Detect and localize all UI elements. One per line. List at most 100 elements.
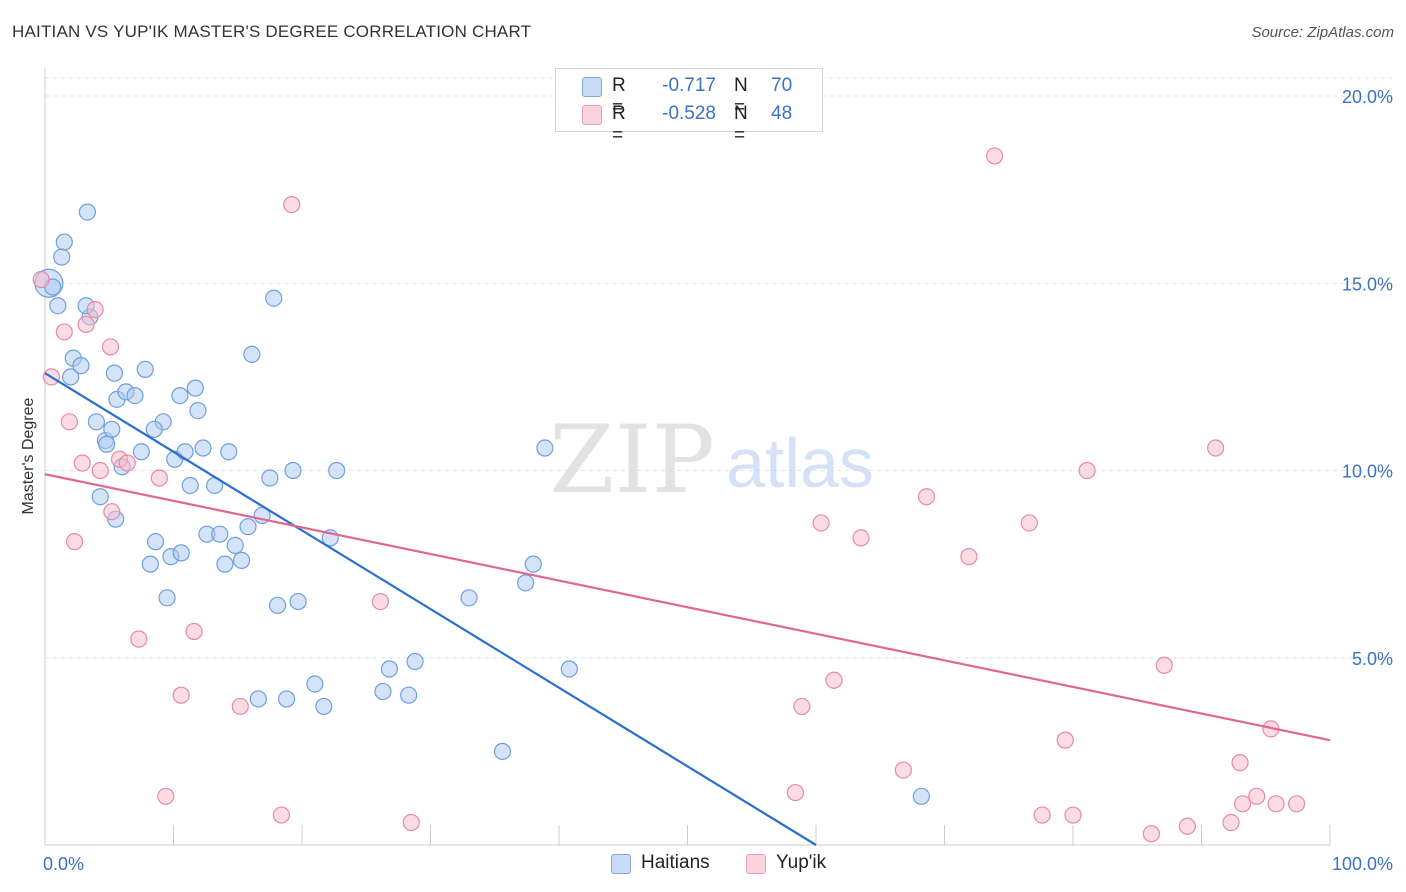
- haitians-point: [141, 555, 159, 573]
- yupik-point: [1231, 754, 1249, 772]
- yupik-point: [1234, 795, 1252, 813]
- y-tick-label: 10.0%: [1342, 462, 1393, 482]
- yupik-point: [1267, 795, 1285, 813]
- haitians-point: [186, 379, 204, 397]
- haitians-point: [98, 435, 116, 453]
- haitians-point: [91, 488, 109, 506]
- haitians-point: [220, 443, 238, 461]
- haitians-point: [268, 596, 287, 614]
- haitians-point: [315, 697, 333, 716]
- watermark-atlas: atlas: [726, 424, 874, 502]
- haitians-point: [912, 787, 930, 805]
- haitians-point: [374, 682, 392, 701]
- y-tick-label: 20.0%: [1342, 87, 1393, 107]
- haitians-point: [211, 525, 229, 543]
- haitians-point: [49, 297, 67, 315]
- trend-lines: [44, 372, 1331, 846]
- yupik-point: [77, 315, 95, 334]
- n-value: 48: [771, 103, 793, 124]
- yupik-point: [60, 413, 79, 431]
- yupik-point: [1178, 817, 1196, 835]
- yupik-point: [786, 783, 805, 802]
- yupik-point: [960, 548, 978, 566]
- yupik-point: [185, 622, 203, 641]
- watermark-zip: ZIP: [549, 406, 715, 515]
- y-tick-label: 15.0%: [1342, 274, 1393, 294]
- yupik-point: [1020, 514, 1038, 532]
- haitians-point: [406, 652, 424, 671]
- source-credit: Source: ZipAtlas.com: [1251, 24, 1394, 41]
- n-label: N =: [734, 75, 748, 118]
- yupik-point: [1078, 461, 1096, 480]
- haitians-point: [78, 203, 97, 221]
- haitians-point: [146, 533, 165, 551]
- haitians-point: [265, 289, 283, 307]
- yupik-point: [103, 503, 121, 521]
- yupik-point: [1207, 439, 1225, 457]
- haitians-point: [249, 690, 267, 708]
- haitians-point: [55, 233, 73, 251]
- haitians-point: [189, 401, 207, 420]
- x-tick-label: 100.0%: [1332, 854, 1393, 874]
- yupik-point: [118, 454, 136, 472]
- haitians-point: [284, 461, 302, 480]
- r-label: R =: [612, 75, 626, 118]
- haitians-point: [560, 660, 578, 678]
- yupik-point: [55, 323, 73, 341]
- haitians-point: [145, 420, 163, 438]
- haitians-point: [216, 555, 234, 573]
- haitians-point: [516, 574, 535, 592]
- yupik-point: [986, 147, 1004, 165]
- haitians-point: [194, 439, 212, 457]
- haitians-point: [400, 686, 418, 704]
- haitians-point: [226, 536, 244, 555]
- yupik-point: [1142, 825, 1160, 843]
- gridlines: [45, 77, 1392, 659]
- yupik-point: [1287, 795, 1306, 813]
- yupik-point: [1248, 787, 1266, 805]
- haitians-point: [289, 592, 307, 611]
- haitians-point: [62, 368, 80, 386]
- x-tick-label: 0.0%: [43, 854, 84, 874]
- yupik-point: [157, 787, 175, 805]
- haitians-point: [380, 660, 398, 678]
- yupik-point: [1064, 806, 1082, 824]
- haitians-point: [72, 357, 90, 375]
- yupik-point: [1222, 813, 1240, 832]
- yupik-point: [1056, 731, 1074, 749]
- watermark: ZIP atlas: [549, 406, 874, 515]
- yupik-point: [812, 514, 830, 532]
- yupik-point: [73, 454, 91, 472]
- yupik-point: [1033, 806, 1051, 824]
- yupik-swatch: [582, 105, 602, 125]
- haitians-point: [239, 518, 257, 536]
- yupik-point: [130, 630, 148, 648]
- haitians-point: [277, 690, 296, 708]
- haitians-point: [233, 551, 251, 569]
- haitians-point: [176, 443, 194, 461]
- yupik-trend-line: [44, 473, 1331, 742]
- yupik-point: [793, 697, 811, 716]
- haitians-point: [261, 469, 279, 487]
- yupik-point: [91, 461, 109, 480]
- yupik-point: [283, 196, 301, 214]
- yupik-point: [894, 761, 912, 779]
- haitians-point: [524, 555, 542, 573]
- haitians-point: [126, 387, 144, 405]
- yupik-point: [231, 697, 249, 716]
- yupik-point: [32, 270, 50, 289]
- yupik-point: [172, 686, 190, 704]
- r-label: R =: [612, 103, 626, 146]
- chart-title: HAITIAN VS YUP'IK MASTER'S DEGREE CORREL…: [12, 22, 532, 41]
- yupik-point: [65, 533, 84, 551]
- n-label: N =: [734, 103, 748, 146]
- data-points: [32, 147, 1306, 843]
- axes: [44, 68, 1331, 846]
- haitians-point: [460, 589, 478, 607]
- y-axis-label: Master's Degree: [20, 397, 37, 515]
- haitians-swatch: [582, 77, 602, 97]
- haitians-point: [172, 544, 190, 562]
- yupik-point: [371, 592, 389, 611]
- yupik-point: [150, 469, 168, 487]
